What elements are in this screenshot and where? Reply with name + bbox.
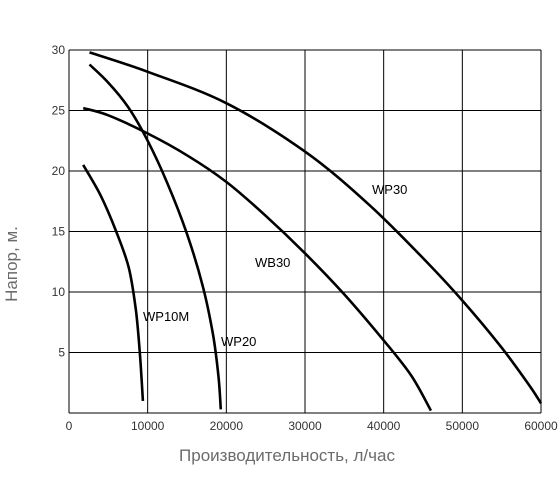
series-line-wb30 [82,106,433,412]
y-tick-label: 10 [52,285,66,299]
y-tick-label: 5 [58,346,65,360]
series-line-wp20 [88,63,223,410]
x-tick-label: 50000 [446,419,480,433]
x-axis-title: Производительность, л/час [179,446,395,465]
x-tick-label: 30000 [288,419,322,433]
grid-layer [68,49,542,414]
y-tick-label: 25 [52,104,66,118]
series-label-wp30: WP30 [372,182,407,197]
y-tick-label: 20 [52,164,66,178]
x-tick-label: 40000 [367,419,401,433]
y-axis-title: Напор, м. [2,226,21,302]
series-label-wb30: WB30 [255,255,290,270]
x-tick-label: 60000 [524,419,558,433]
x-tick-label: 0 [66,419,73,433]
curve-layer [82,51,543,412]
series-line-wp10m [82,164,145,401]
x-tick-label: 10000 [131,419,165,433]
tick-label-layer: 0 10000 20000 30000 40000 50000 60000 5 10 15 20 25… [52,43,558,433]
y-tick-label: 15 [52,225,66,239]
x-tick-label: 20000 [210,419,244,433]
y-tick-label: 30 [52,43,66,57]
series-label-layer: WP10M WP20 WB30 WP30 [143,182,407,349]
series-line-wp30 [89,51,543,405]
series-label-wp20: WP20 [221,334,256,349]
series-label-wp10m: WP10M [143,309,189,324]
